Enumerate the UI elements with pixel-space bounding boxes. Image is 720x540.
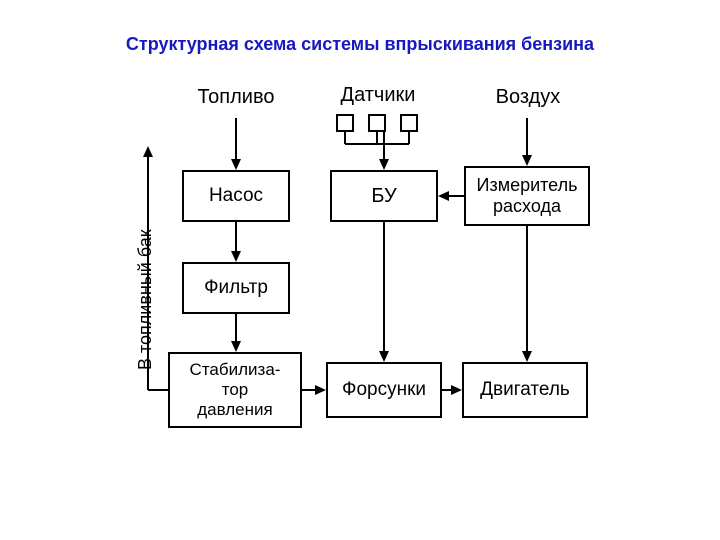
node-injectors: Форсунки: [326, 362, 442, 418]
node-pump: Насос: [182, 170, 290, 222]
node-ecu: БУ: [330, 170, 438, 222]
node-pump-label: Насос: [209, 185, 263, 207]
edges-layer: [0, 0, 720, 540]
node-flowmeter-label: Измерительрасхода: [477, 175, 578, 217]
label-fuel: Топливо: [176, 86, 296, 109]
node-stabilizer: Стабилиза-тордавления: [168, 352, 302, 428]
node-flowmeter: Измерительрасхода: [464, 166, 590, 226]
node-injectors-label: Форсунки: [342, 379, 426, 401]
label-air: Воздух: [468, 86, 588, 109]
node-engine: Двигатель: [462, 362, 588, 418]
diagram-title: Структурная схема системы впрыскивания б…: [0, 34, 720, 55]
diagram-stage: Структурная схема системы впрыскивания б…: [0, 0, 720, 540]
node-filter: Фильтр: [182, 262, 290, 314]
node-engine-label: Двигатель: [480, 379, 570, 401]
label-to-fuel-tank: В топливный бак: [135, 229, 156, 370]
node-ecu-label: БУ: [371, 185, 396, 208]
sensor-square-1: [336, 114, 354, 132]
sensor-square-3: [400, 114, 418, 132]
sensor-square-2: [368, 114, 386, 132]
node-stabilizer-label: Стабилиза-тордавления: [190, 360, 281, 420]
node-filter-label: Фильтр: [204, 277, 268, 299]
label-sensors: Датчики: [318, 84, 438, 107]
